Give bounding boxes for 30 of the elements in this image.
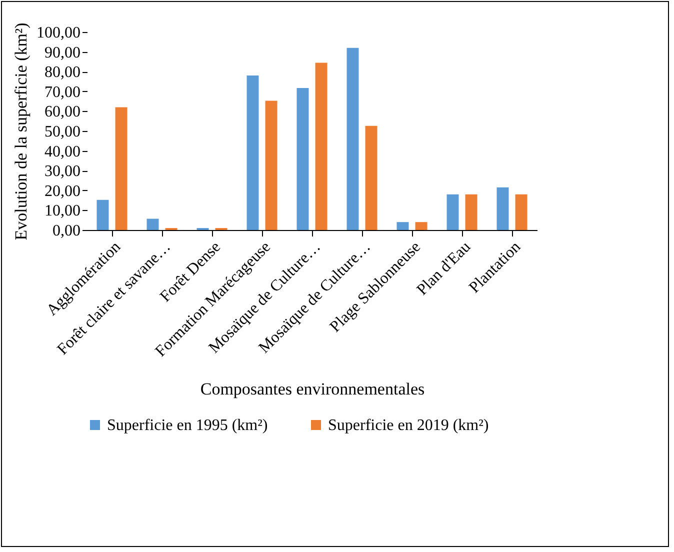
- y-tick-label: 30,00: [44, 163, 80, 180]
- bar: [365, 126, 378, 230]
- bar: [246, 76, 259, 230]
- legend-label: Superficie en 1995 (km²): [107, 417, 268, 434]
- bar: [415, 222, 428, 230]
- y-tick-label: 10,00: [44, 202, 80, 220]
- y-tick-label: 90,00: [44, 44, 80, 62]
- bar: [265, 100, 278, 230]
- y-tick-label: 50,00: [44, 124, 80, 140]
- bar: [496, 187, 509, 230]
- bar: [346, 48, 359, 230]
- legend-label: Superficie en 2019 (km²): [328, 417, 489, 434]
- bar: [396, 222, 409, 230]
- y-tick-label: 70,00: [44, 84, 80, 101]
- x-axis-title: Composantes environnementales: [200, 379, 425, 398]
- bar: [146, 218, 159, 230]
- bar: [96, 200, 109, 230]
- bar: [115, 107, 128, 230]
- y-tick-label: 40,00: [44, 143, 80, 160]
- y-tick-label: 60,00: [44, 104, 80, 121]
- bar: [465, 194, 478, 230]
- bar: [446, 194, 459, 230]
- bar: [515, 194, 528, 230]
- y-tick-label: 20,00: [44, 182, 80, 200]
- y-tick-label: 100,00: [36, 24, 80, 42]
- bar: [296, 88, 309, 230]
- bar: [315, 62, 328, 230]
- y-tick-label: 80,00: [44, 64, 80, 82]
- y-axis-title: Evolution de la superficie (km²): [12, 22, 30, 240]
- y-tick-label: 0,00: [52, 222, 80, 240]
